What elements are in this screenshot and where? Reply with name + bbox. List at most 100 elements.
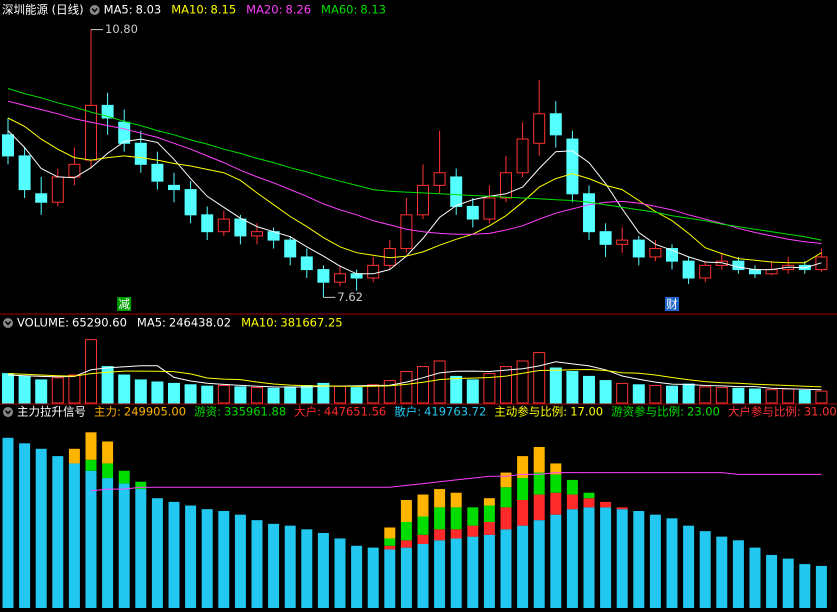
candle-body <box>682 260 695 279</box>
stack-segment <box>151 498 163 608</box>
stack-segment <box>450 538 462 608</box>
volume-bar <box>732 387 745 404</box>
candle-body <box>433 172 446 186</box>
legend-name: MA10: <box>241 316 277 330</box>
stack-segment <box>749 547 761 608</box>
stack-segment <box>600 501 612 508</box>
stack-segment <box>400 540 412 548</box>
legend-name: 散户: <box>394 405 421 419</box>
volume-bar <box>500 366 512 404</box>
event-label: 减 <box>118 297 130 311</box>
stack-segment <box>400 547 412 608</box>
legend-value: 8.15 <box>211 3 237 17</box>
stack-segment <box>68 448 80 464</box>
candle-body <box>168 184 180 191</box>
stack-segment <box>600 507 612 608</box>
stack-segment <box>417 543 429 608</box>
volume-bar <box>715 387 728 404</box>
stack-segment <box>500 472 512 488</box>
volume-bar <box>533 352 546 404</box>
collapse-icon <box>3 318 13 328</box>
stack-segment <box>533 520 545 608</box>
volume-bar <box>234 386 247 404</box>
legend-name: MA60: <box>321 3 357 17</box>
volume-bar <box>201 385 214 404</box>
candle-body <box>533 113 546 144</box>
stack-segment <box>434 529 446 541</box>
candle-body <box>68 163 81 178</box>
legend-value: 249905.00 <box>124 405 186 419</box>
min-label: 7.62 <box>337 290 363 304</box>
stack-segment <box>434 507 446 530</box>
stack-segment <box>85 470 97 608</box>
stack-segment <box>550 492 562 515</box>
candle-body <box>317 269 330 283</box>
legend-name: 大户: <box>294 405 321 419</box>
volume-bar <box>483 373 496 404</box>
collapse-chevron <box>4 410 12 415</box>
legend-value: 246438.02 <box>169 316 231 330</box>
volume-bar <box>217 385 230 404</box>
candle-body <box>234 218 247 237</box>
candle-body <box>616 239 629 245</box>
stack-segment <box>500 507 512 530</box>
stack-segment <box>400 500 412 522</box>
candle-body <box>649 248 662 258</box>
stack-segment <box>384 538 396 546</box>
stack-segment <box>483 498 495 506</box>
candle-body <box>367 264 380 279</box>
volume-bar <box>184 384 197 404</box>
legend-value: 419763.72 <box>424 405 486 419</box>
indicator-line <box>7 100 822 244</box>
stack-segment <box>500 487 512 508</box>
stack-segment <box>616 507 628 510</box>
stack-segment <box>450 492 462 508</box>
volume-bar <box>815 390 828 404</box>
indicator-line <box>90 472 822 492</box>
legend-name: MA20: <box>246 3 282 17</box>
indicator-line <box>7 368 822 388</box>
stack-segment <box>135 489 147 608</box>
stack-segment <box>467 536 479 608</box>
legend-name: MA5: <box>137 316 166 330</box>
volume-bar <box>284 386 297 404</box>
candle-body <box>483 197 496 220</box>
stack-segment <box>716 536 728 608</box>
stack-segment <box>583 507 595 608</box>
stack-segment <box>583 492 595 499</box>
candle-body <box>400 214 413 250</box>
volume-bar <box>101 366 114 404</box>
stack-segment <box>533 446 545 473</box>
candle-body <box>599 231 612 245</box>
legend-name: MA10: <box>171 3 207 17</box>
candle-body <box>549 113 562 136</box>
volume-bar <box>151 381 164 404</box>
candle-body <box>284 239 297 258</box>
stack-segment <box>85 459 97 471</box>
stack-segment <box>533 472 545 495</box>
legend-value: 447651.56 <box>324 405 386 419</box>
stack-segment <box>566 494 578 510</box>
stack-segment <box>168 501 180 608</box>
stack-segment <box>732 540 744 608</box>
volume-bar <box>450 375 463 404</box>
candle-body <box>300 256 313 271</box>
event-label: 财 <box>666 297 678 311</box>
stack-segment <box>400 521 412 541</box>
stack-segment <box>384 549 396 608</box>
volume-bar <box>168 382 180 404</box>
stack-segment <box>118 483 130 608</box>
legend-value: 8.26 <box>285 3 311 17</box>
stack-segment <box>683 525 695 608</box>
indicator-line <box>7 117 822 264</box>
volume-bar <box>782 388 795 404</box>
candle-body <box>217 218 230 233</box>
candle-body <box>101 104 114 119</box>
event-badge <box>117 297 132 311</box>
stack-segment <box>334 538 346 608</box>
stack-segment <box>268 523 280 608</box>
stack-segment <box>19 443 31 608</box>
stack-segment <box>517 500 529 526</box>
collapse-icon <box>89 5 100 15</box>
